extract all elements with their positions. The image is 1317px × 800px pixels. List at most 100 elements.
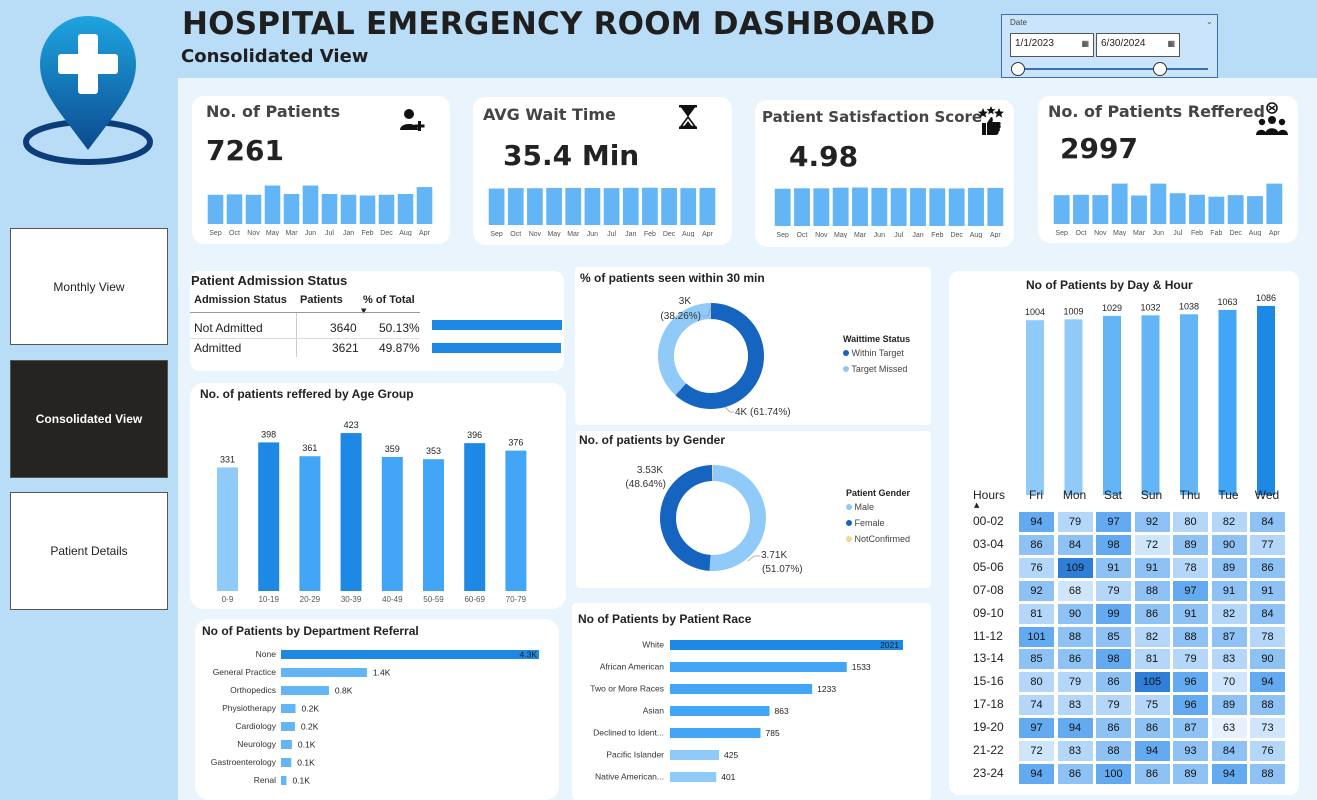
age-bar[interactable] <box>423 459 444 591</box>
heatmap-cell[interactable]: 84 <box>1250 512 1285 532</box>
heatmap-cell[interactable]: 85 <box>1019 649 1054 670</box>
legend-item-male[interactable]: Male <box>846 502 874 512</box>
day-bar[interactable] <box>1257 305 1275 495</box>
spark-bar[interactable] <box>774 188 791 226</box>
heatmap-cell[interactable]: 92 <box>1019 580 1054 601</box>
heatmap-cell[interactable]: 84 <box>1250 603 1285 624</box>
heatmap-col-header[interactable]: Fri <box>1029 488 1043 502</box>
heatmap-cell[interactable]: 80 <box>1173 512 1208 532</box>
spark-bar[interactable] <box>546 187 562 225</box>
spark-bar[interactable] <box>565 187 582 225</box>
date-end-input[interactable]: 6/30/2024 ▦ <box>1096 33 1180 57</box>
donut-slice[interactable] <box>660 465 713 571</box>
heatmap-cell[interactable]: 84 <box>1057 534 1093 555</box>
heatmap-cell[interactable]: 86 <box>1057 763 1093 784</box>
spark-bar[interactable] <box>680 188 697 225</box>
heatmap-cell[interactable]: 72 <box>1019 741 1054 761</box>
spark-bar[interactable] <box>1266 183 1283 224</box>
heatmap-cell[interactable]: 91 <box>1250 580 1285 601</box>
spark-bar[interactable] <box>1227 195 1244 224</box>
age-bar[interactable] <box>299 456 321 591</box>
heatmap-cell[interactable]: 82 <box>1134 626 1170 647</box>
spark-bar[interactable] <box>1169 193 1186 224</box>
spark-bar[interactable] <box>794 188 810 226</box>
heatmap-cell[interactable]: 94 <box>1250 672 1285 693</box>
date-slider-track[interactable] <box>1018 68 1208 70</box>
heatmap-cell[interactable]: 93 <box>1173 741 1208 761</box>
heatmap-cell[interactable]: 109 <box>1057 557 1093 578</box>
heatmap-cell[interactable]: 88 <box>1173 626 1208 647</box>
heatmap-cell[interactable]: 94 <box>1211 763 1247 784</box>
day-bar[interactable] <box>1218 309 1237 495</box>
heatmap-cell[interactable]: 79 <box>1096 580 1131 601</box>
age-bar[interactable] <box>381 456 403 591</box>
legend-item-female[interactable]: Female <box>846 518 885 528</box>
heatmap-cell[interactable]: 97 <box>1173 580 1208 601</box>
spark-bar[interactable] <box>1092 195 1109 224</box>
heatmap-cell[interactable]: 98 <box>1096 649 1131 670</box>
legend-item-notconfirmed[interactable]: NotConfirmed <box>846 534 910 544</box>
heatmap-cell[interactable]: 88 <box>1057 626 1093 647</box>
heatmap-cell[interactable]: 85 <box>1096 626 1131 647</box>
heatmap-cell[interactable]: 94 <box>1019 763 1054 784</box>
spark-bar[interactable] <box>948 188 965 226</box>
dept-bar[interactable] <box>281 758 292 767</box>
table-row[interactable]: Not Admitted 3640 50.13% <box>190 319 564 339</box>
spark-bar[interactable] <box>1247 196 1263 224</box>
heatmap-cell[interactable]: 90 <box>1250 649 1285 670</box>
heatmap-cell[interactable]: 99 <box>1096 603 1131 624</box>
heatmap-cell[interactable]: 97 <box>1019 718 1054 739</box>
heatmap-cell[interactable]: 91 <box>1211 580 1247 601</box>
dept-bar[interactable] <box>281 740 292 749</box>
heatmap-cell[interactable]: 87 <box>1173 718 1208 739</box>
spark-bar[interactable] <box>1150 183 1167 224</box>
heatmap-cell[interactable]: 86 <box>1096 718 1131 739</box>
donut-slice[interactable] <box>709 465 767 571</box>
heatmap-cell[interactable]: 96 <box>1173 695 1208 716</box>
spark-bar[interactable] <box>507 188 524 225</box>
spark-bar[interactable] <box>1208 196 1225 224</box>
day-bar[interactable] <box>1103 315 1121 495</box>
spark-bar[interactable] <box>1073 194 1089 224</box>
dept-bar[interactable] <box>281 686 329 695</box>
heatmap-cell[interactable]: 94 <box>1134 741 1170 761</box>
heatmap-cell[interactable]: 77 <box>1250 534 1285 555</box>
heatmap-cell[interactable]: 86 <box>1019 534 1054 555</box>
spark-bar[interactable] <box>1053 195 1070 224</box>
heatmap-cell[interactable]: 82 <box>1211 603 1247 624</box>
heatmap-cell[interactable]: 79 <box>1057 512 1093 532</box>
heatmap-cell[interactable]: 74 <box>1019 695 1054 716</box>
heatmap-cell[interactable]: 68 <box>1057 580 1093 601</box>
heatmap-cell[interactable]: 91 <box>1096 557 1131 578</box>
heatmap-cell[interactable]: 97 <box>1096 512 1131 532</box>
heatmap-col-header[interactable]: Thu <box>1179 488 1201 502</box>
spark-bar[interactable] <box>871 187 888 226</box>
heatmap-cell[interactable]: 79 <box>1057 672 1093 693</box>
spark-bar[interactable] <box>1189 194 1205 224</box>
spark-bar[interactable] <box>207 194 224 224</box>
heatmap-cell[interactable]: 89 <box>1211 695 1247 716</box>
heatmap-cell[interactable]: 90 <box>1211 534 1247 555</box>
heatmap-cell[interactable]: 88 <box>1250 763 1285 784</box>
dept-bar[interactable] <box>281 704 296 713</box>
spark-bar[interactable] <box>929 188 946 226</box>
heatmap-cell[interactable]: 94 <box>1057 718 1093 739</box>
heatmap-cell[interactable]: 87 <box>1211 626 1247 647</box>
date-slider-end-handle[interactable] <box>1153 62 1167 76</box>
heatmap-cell[interactable]: 83 <box>1211 649 1247 670</box>
spark-bar[interactable] <box>397 194 414 224</box>
heatmap-cell[interactable]: 76 <box>1250 741 1285 761</box>
heatmap-cell[interactable]: 89 <box>1173 534 1208 555</box>
heatmap-cell[interactable]: 73 <box>1250 718 1285 739</box>
heatmap-cell[interactable]: 86 <box>1096 672 1131 693</box>
heatmap-cell[interactable]: 91 <box>1134 557 1170 578</box>
day-bar[interactable] <box>1180 314 1198 495</box>
nav-monthly-view-button[interactable]: Monthly View <box>10 228 168 345</box>
heatmap-cell[interactable]: 72 <box>1134 534 1170 555</box>
spark-bar[interactable] <box>321 194 338 224</box>
heatmap-cell[interactable]: 86 <box>1057 649 1093 670</box>
heatmap-col-header[interactable]: Tue <box>1218 488 1239 502</box>
spark-bar[interactable] <box>245 194 262 224</box>
age-bar[interactable] <box>464 443 486 591</box>
age-bar[interactable] <box>340 433 362 591</box>
